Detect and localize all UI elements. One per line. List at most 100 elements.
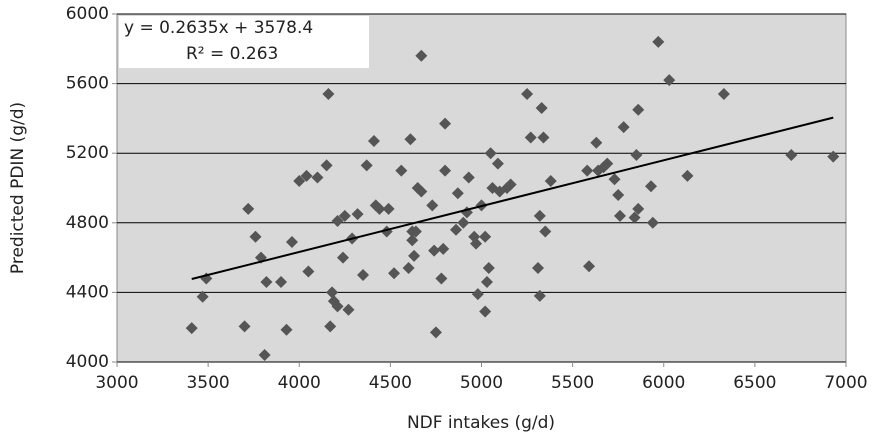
point <box>426 199 439 212</box>
point <box>521 88 534 101</box>
x-tick-label: 5000 <box>460 373 503 393</box>
point <box>293 175 306 188</box>
point <box>539 225 552 238</box>
point <box>471 288 484 301</box>
point <box>827 150 840 163</box>
point <box>395 164 408 177</box>
point <box>373 202 386 215</box>
point <box>608 173 621 186</box>
point <box>652 35 665 48</box>
x-tick-label: 3500 <box>186 373 229 393</box>
point <box>242 202 255 215</box>
point <box>435 272 448 285</box>
point <box>491 157 504 170</box>
point <box>439 164 452 177</box>
point <box>544 175 557 188</box>
point <box>479 305 492 318</box>
y-tick-label: 6000 <box>66 4 109 24</box>
point <box>632 202 645 215</box>
point <box>338 209 351 222</box>
point <box>479 230 492 243</box>
point <box>681 169 694 182</box>
point <box>404 133 417 146</box>
point <box>280 323 293 336</box>
point <box>428 244 441 257</box>
point <box>524 131 537 144</box>
y-tick-label: 4000 <box>66 352 109 372</box>
y-tick-label: 5600 <box>66 74 109 94</box>
point <box>336 251 349 264</box>
point <box>630 148 643 161</box>
point <box>260 275 273 288</box>
point <box>449 223 462 236</box>
point <box>367 135 380 148</box>
plot-area <box>116 13 847 363</box>
point <box>535 101 548 114</box>
point <box>324 320 337 333</box>
point <box>583 260 596 273</box>
point <box>429 326 442 339</box>
x-tick-label: 6500 <box>733 373 776 393</box>
point <box>531 262 544 275</box>
y-axis-label: Predicted PDIN (g/d) <box>8 102 28 274</box>
point <box>249 230 262 243</box>
point <box>480 275 493 288</box>
point <box>470 237 483 250</box>
point <box>342 303 355 316</box>
point <box>646 216 659 229</box>
point <box>785 148 798 161</box>
point <box>533 289 546 302</box>
point <box>415 185 428 198</box>
point <box>617 121 630 134</box>
point <box>628 211 641 224</box>
x-tick-label: 4000 <box>278 373 321 393</box>
point <box>300 169 313 182</box>
point <box>388 267 401 280</box>
point <box>437 242 450 255</box>
point <box>533 209 546 222</box>
equation-box <box>119 16 369 68</box>
x-axis-label: NDF intakes (g/d) <box>407 413 555 433</box>
point <box>331 215 344 228</box>
point <box>302 265 315 278</box>
point <box>415 49 428 62</box>
grid <box>112 13 847 367</box>
point <box>402 262 415 275</box>
point <box>612 188 625 201</box>
point <box>320 159 333 172</box>
x-tick-label: 6000 <box>642 373 685 393</box>
y-tick-label: 5200 <box>66 143 109 163</box>
point <box>663 74 676 87</box>
marks <box>185 35 840 362</box>
point <box>406 234 419 247</box>
point <box>360 159 373 172</box>
y-tick-label: 4800 <box>66 213 109 233</box>
point <box>581 164 594 177</box>
point <box>408 249 421 262</box>
point <box>322 88 335 101</box>
point <box>632 103 645 116</box>
point <box>590 136 603 149</box>
point <box>238 320 251 333</box>
point <box>457 216 470 229</box>
x-tick-label: 4500 <box>369 373 412 393</box>
x-tick-label: 7000 <box>824 373 867 393</box>
point <box>614 209 627 222</box>
trend-equation: y = 0.2635x + 3578.4 <box>124 18 313 38</box>
point <box>351 208 364 221</box>
point <box>196 290 209 303</box>
point <box>644 180 657 193</box>
point <box>482 262 495 275</box>
point <box>439 117 452 130</box>
point <box>331 300 344 313</box>
point <box>484 147 497 160</box>
point <box>462 171 475 184</box>
point <box>504 178 517 191</box>
point <box>717 88 730 101</box>
point <box>601 157 614 170</box>
point <box>326 286 339 299</box>
point <box>185 322 198 335</box>
point <box>275 275 288 288</box>
point <box>451 187 464 200</box>
